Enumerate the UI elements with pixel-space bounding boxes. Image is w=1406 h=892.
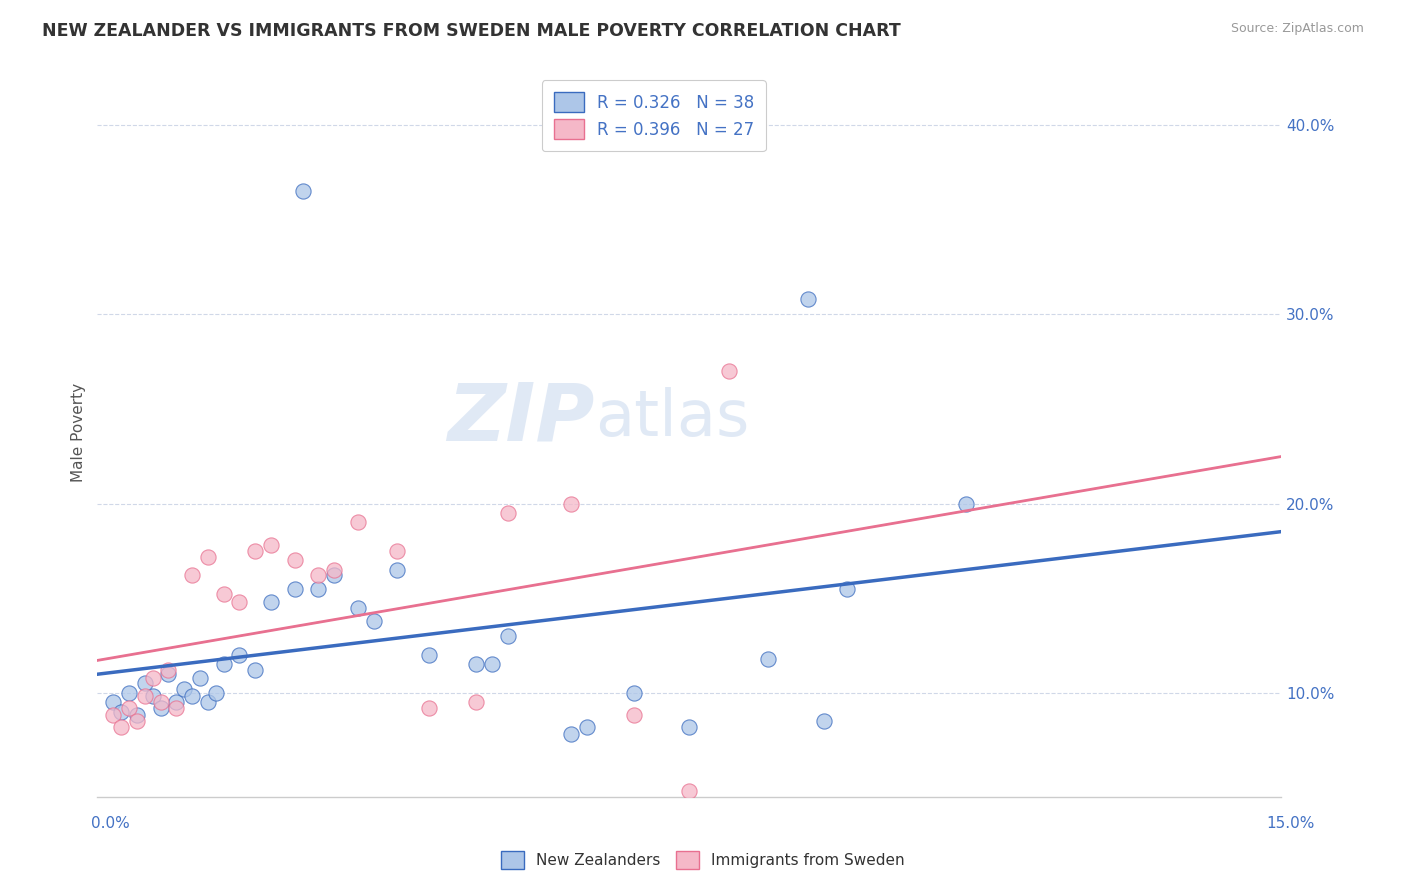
Point (797, 293, 820, 307)
Point (197, 695, 219, 709)
Point (323, 568, 346, 582)
Point (125, 714, 148, 728)
Point (204, 686, 226, 700)
Point (465, 657, 488, 672)
Point (197, 549, 219, 564)
Point (291, 185, 314, 199)
Point (188, 671, 211, 685)
Point (157, 663, 180, 677)
Point (363, 614, 385, 628)
Point (418, 701, 440, 715)
Point (323, 563, 346, 577)
Point (149, 701, 172, 715)
Y-axis label: Male Poverty: Male Poverty (72, 383, 86, 483)
Point (678, 720, 700, 734)
Point (212, 587, 235, 601)
Point (157, 666, 180, 681)
Point (307, 568, 329, 582)
Point (284, 582, 307, 596)
Point (307, 582, 329, 596)
Point (678, 784, 700, 798)
Point (228, 648, 250, 662)
Text: ZIP: ZIP (447, 379, 595, 457)
Point (142, 690, 165, 704)
Point (955, 497, 977, 511)
Text: 0.0%: 0.0% (91, 816, 131, 831)
Point (125, 708, 148, 723)
Point (465, 695, 488, 709)
Point (173, 681, 195, 696)
Point (101, 695, 124, 709)
Point (212, 657, 235, 672)
Point (756, 651, 779, 665)
Point (837, 582, 859, 596)
Point (245, 663, 267, 677)
Point (387, 544, 409, 558)
Point (142, 671, 165, 685)
Point (110, 705, 132, 719)
Point (560, 497, 582, 511)
Point (717, 364, 740, 378)
Point (110, 720, 132, 734)
Point (260, 538, 283, 552)
Point (496, 506, 519, 520)
Point (284, 553, 307, 567)
Point (228, 595, 250, 609)
Point (347, 516, 370, 530)
Point (387, 563, 409, 577)
Point (118, 701, 141, 715)
Point (347, 600, 370, 615)
Point (181, 690, 204, 704)
Point (181, 568, 204, 582)
Point (418, 648, 440, 662)
Point (165, 695, 187, 709)
Point (149, 695, 172, 709)
Point (623, 686, 645, 700)
Legend: New Zealanders, Immigrants from Sweden: New Zealanders, Immigrants from Sweden (495, 845, 911, 875)
Point (134, 690, 156, 704)
Point (260, 595, 283, 609)
Text: NEW ZEALANDER VS IMMIGRANTS FROM SWEDEN MALE POVERTY CORRELATION CHART: NEW ZEALANDER VS IMMIGRANTS FROM SWEDEN … (42, 22, 901, 40)
Legend: R = 0.326   N = 38, R = 0.396   N = 27: R = 0.326 N = 38, R = 0.396 N = 27 (541, 80, 766, 151)
Point (134, 676, 156, 690)
Text: atlas: atlas (595, 387, 749, 449)
Point (101, 708, 124, 723)
Point (623, 708, 645, 723)
Point (245, 544, 267, 558)
Text: 15.0%: 15.0% (1267, 816, 1315, 831)
Point (165, 701, 187, 715)
Point (560, 727, 582, 741)
Point (496, 629, 519, 643)
Point (118, 686, 141, 700)
Point (481, 657, 503, 672)
Point (575, 720, 598, 734)
Text: Source: ZipAtlas.com: Source: ZipAtlas.com (1230, 22, 1364, 36)
Point (813, 714, 835, 728)
